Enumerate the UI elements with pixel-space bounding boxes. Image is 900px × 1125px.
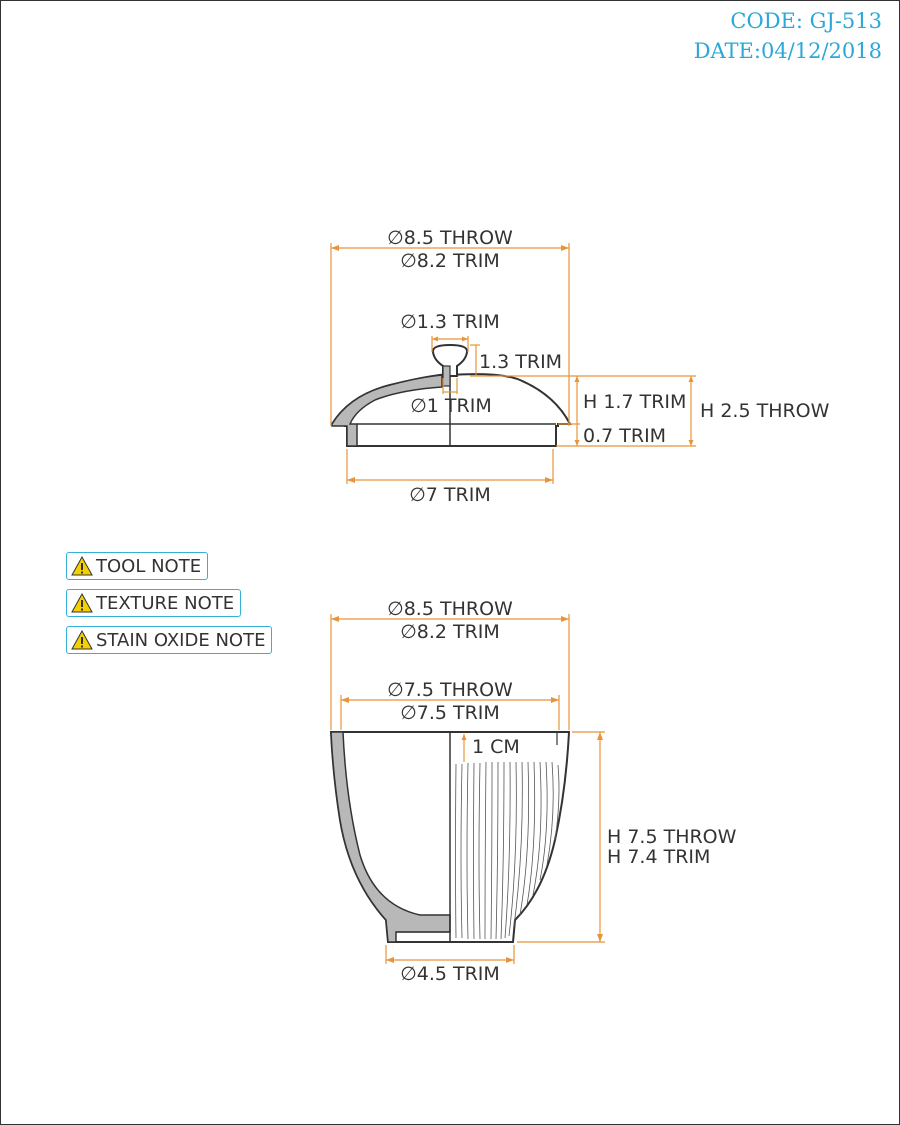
inner-diameter-trim: ∅7.5 TRIM [400, 702, 500, 724]
stain-oxide-note-label: STAIN OXIDE NOTE [96, 629, 266, 651]
date-label: DATE:04/12/2018 [693, 39, 882, 63]
tool-note-label: TOOL NOTE [96, 555, 202, 577]
cup-drawing: ∅8.5 THROW ∅8.2 TRIM ∅7.5 THROW ∅7.5 TRI… [329, 598, 737, 985]
lid-height-trim: H 1.7 TRIM [583, 391, 686, 413]
texture-lines [455, 761, 560, 940]
flange-diameter: ∅7 TRIM [409, 484, 490, 506]
foot-diameter: ∅4.5 TRIM [400, 963, 500, 985]
lid-height-throw: H 2.5 THROW [700, 400, 830, 422]
warning-icon [71, 556, 93, 576]
rim-band-height: 1 CM [472, 736, 520, 758]
texture-note-button[interactable]: TEXTURE NOTE [66, 589, 242, 617]
code-label: CODE: GJ-513 [730, 9, 882, 33]
cup-height-trim: H 7.4 TRIM [607, 846, 710, 868]
stem-diameter: ∅1 TRIM [410, 395, 491, 417]
knob-diameter: ∅1.3 TRIM [400, 311, 500, 333]
cup-diameter-trim: ∅8.2 TRIM [400, 621, 500, 643]
flange-height: 0.7 TRIM [583, 425, 666, 447]
warning-icon [71, 593, 93, 613]
lid-section [331, 374, 443, 447]
warning-icon [71, 630, 93, 650]
cup-diameter-throw: ∅8.5 THROW [387, 598, 513, 620]
knob-height: 1.3 TRIM [479, 351, 562, 373]
lid-diameter-throw: ∅8.5 THROW [387, 227, 513, 249]
tool-note-button[interactable]: TOOL NOTE [66, 552, 209, 580]
texture-note-label: TEXTURE NOTE [96, 592, 235, 614]
cup-height-throw: H 7.5 THROW [607, 826, 737, 848]
stain-oxide-note-button[interactable]: STAIN OXIDE NOTE [66, 626, 273, 654]
inner-diameter-throw: ∅7.5 THROW [387, 679, 513, 701]
lid-diameter-trim: ∅8.2 TRIM [400, 250, 500, 272]
lid-drawing: ∅8.5 THROW ∅8.2 TRIM ∅1.3 TRIM 1.3 TRIM … [330, 227, 830, 506]
lid-knob [431, 343, 469, 377]
